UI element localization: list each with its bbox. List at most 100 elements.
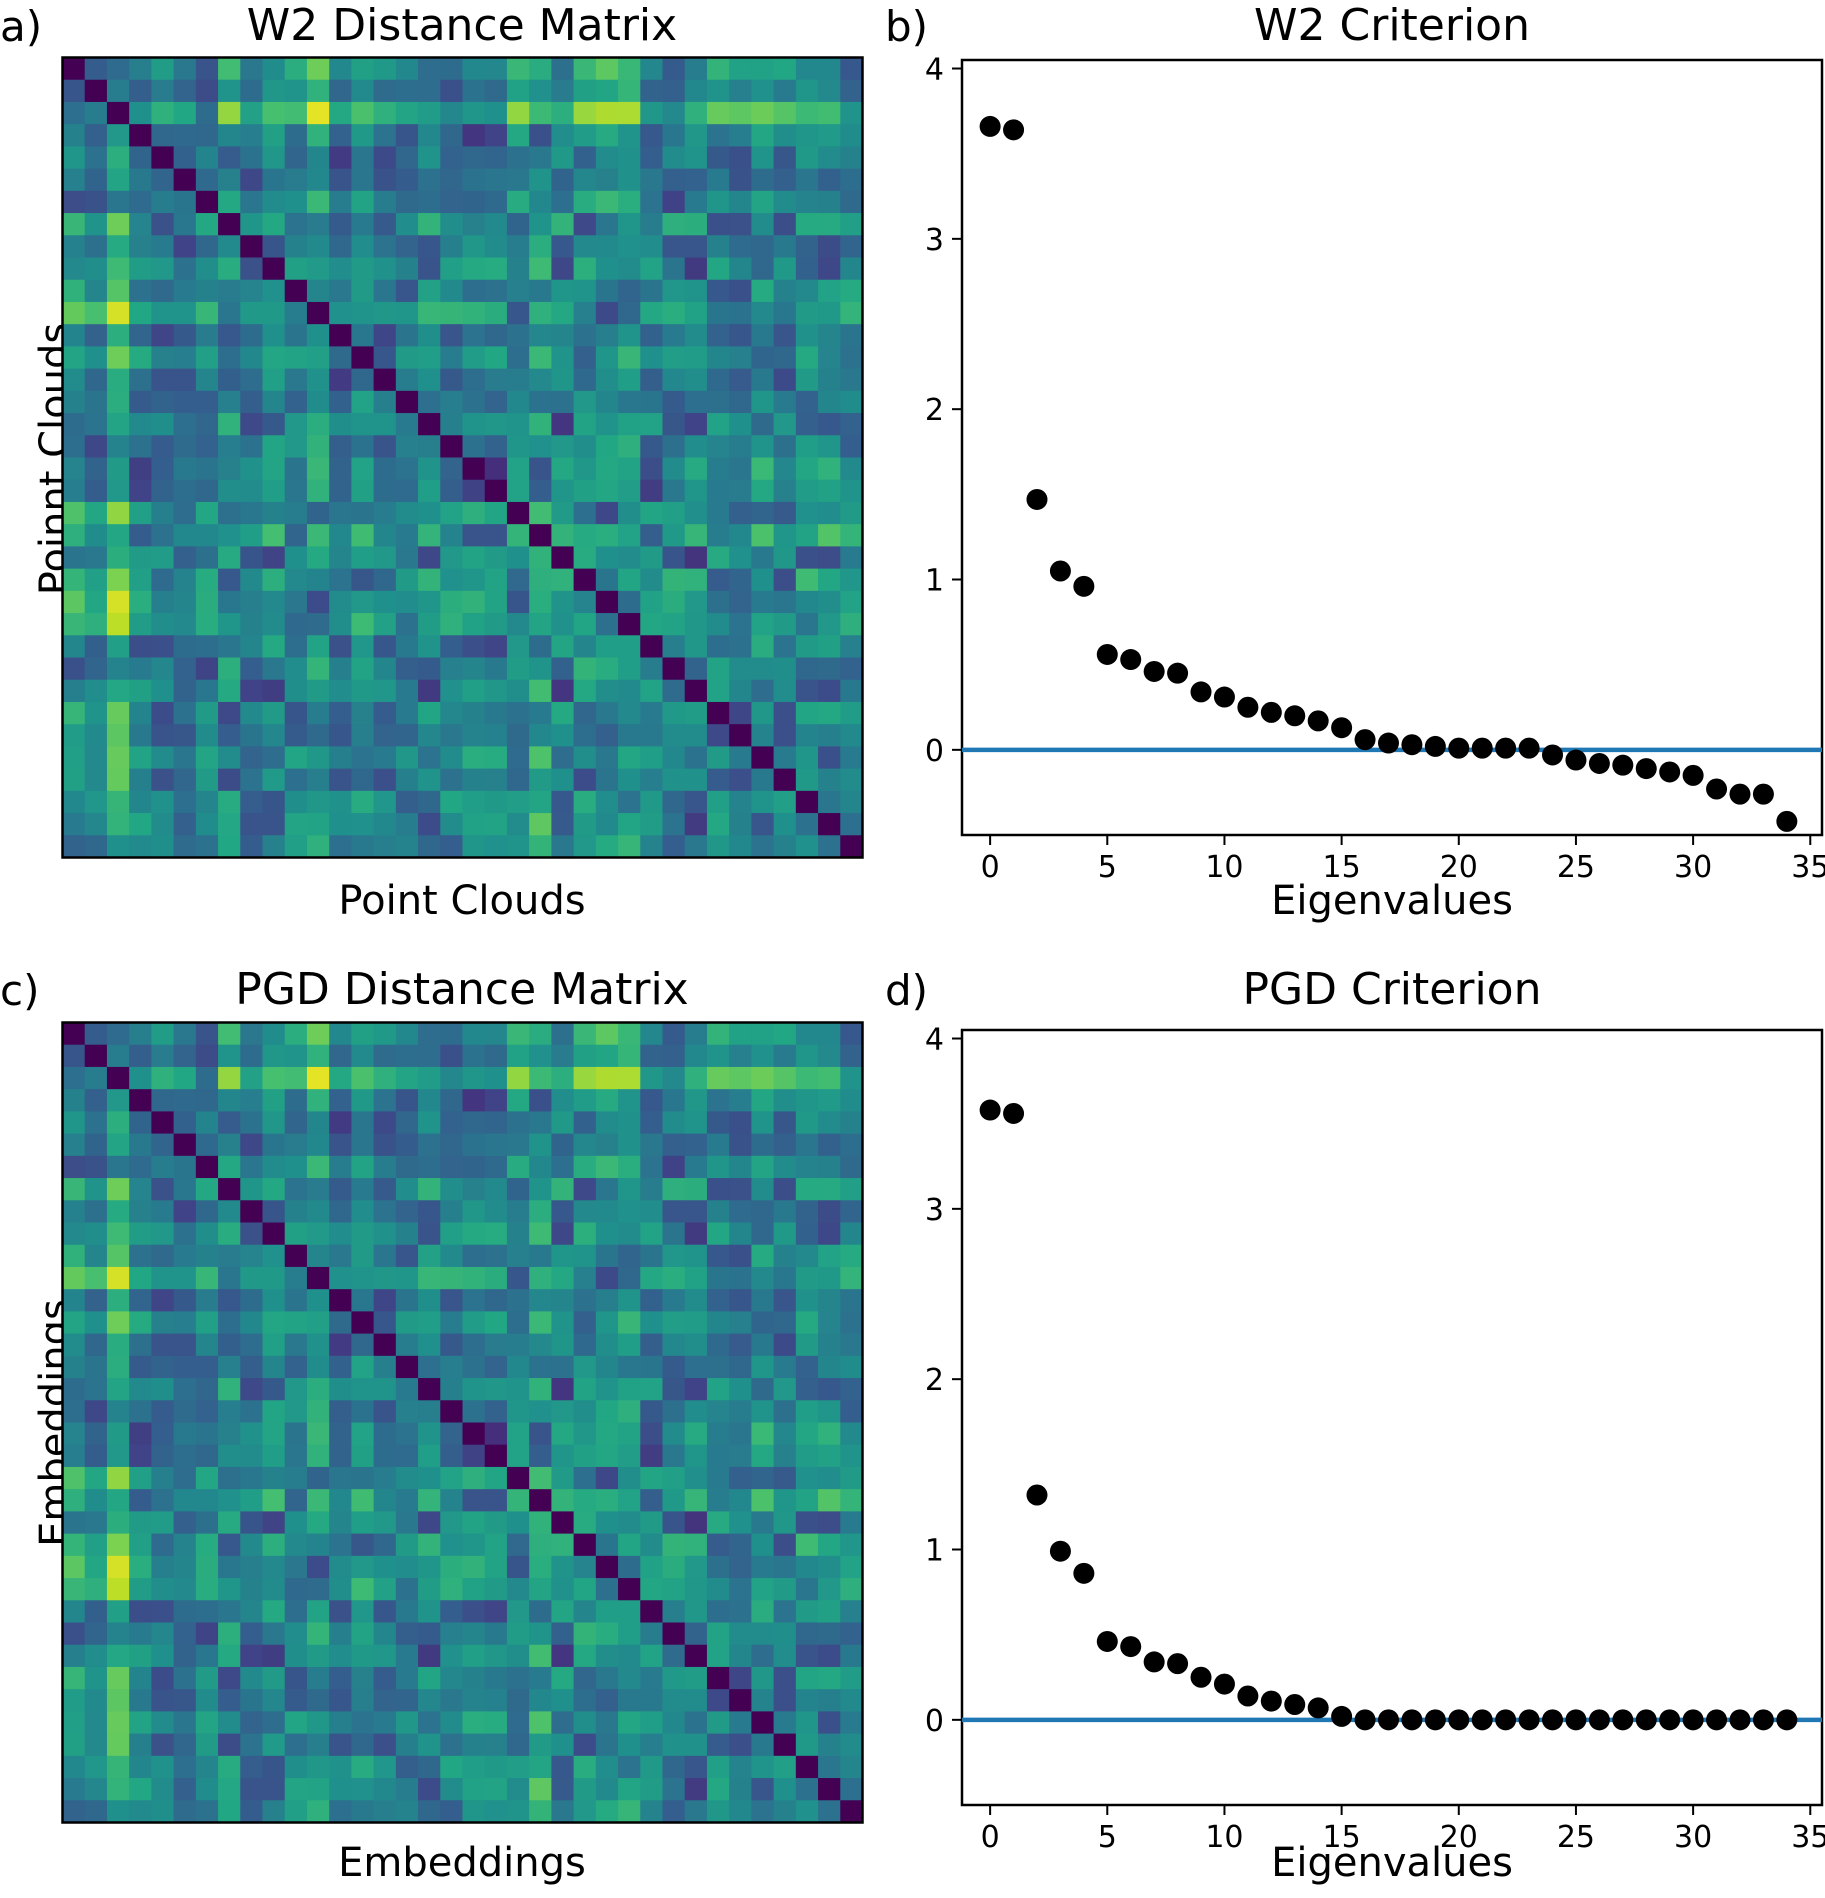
heatmap-cell [795,1378,819,1401]
heatmap-cell [195,1511,219,1535]
heatmap-cell [418,235,441,259]
heatmap-cell [773,724,797,747]
heatmap-cell [262,1600,286,1624]
heatmap-cell [62,1200,86,1224]
heatmap-cell [106,1422,130,1446]
heatmap-cell [129,1533,152,1557]
heatmap-cell [329,413,352,436]
heatmap-cell [729,1778,752,1801]
heatmap-cell [173,1133,197,1157]
heatmap-cell [373,57,397,81]
heatmap-cell [662,1355,686,1379]
heatmap-cell [462,568,486,592]
heatmap-cell [662,657,686,681]
heatmap-cell [484,1466,508,1490]
heatmap-cell [84,1289,108,1312]
heatmap-cell [173,1489,197,1512]
heatmap-cell [706,79,730,103]
heatmap-cell [262,168,286,192]
heatmap-cell [573,1289,597,1312]
heatmap-cell [506,546,530,570]
heatmap-cell [218,613,241,636]
heatmap-cell [795,1778,819,1801]
heatmap-cell [151,1066,175,1090]
heatmap-cell [751,1044,775,1068]
heatmap-cell [129,146,152,170]
heatmap-cell [706,657,730,681]
heatmap-cell [106,168,130,192]
heatmap-cell [351,1600,375,1624]
heatmap-cell [262,257,286,281]
heatmap-cell [706,1022,730,1046]
heatmap-cell [440,1489,464,1512]
heatmap-cell [195,1222,219,1246]
heatmap-cell [640,413,664,436]
heatmap-cell [462,324,486,347]
heatmap-cell [618,546,641,570]
heatmap-cell [551,190,575,214]
eigenvalue-point [1073,575,1095,597]
heatmap-cell [62,746,86,770]
heatmap-cell [573,257,597,281]
heatmap-cell [218,1266,241,1290]
heatmap-cell [173,1066,197,1090]
heatmap-cell [751,1666,775,1690]
heatmap-cell [173,524,197,547]
heatmap-cell [240,1044,264,1068]
heatmap-cell [306,1489,330,1512]
heatmap-cell [573,835,597,859]
heatmap-cell [262,101,286,125]
heatmap-cell [306,213,330,236]
heatmap-cell [795,701,819,725]
heatmap-cell [218,813,241,836]
heatmap-cell [729,1489,752,1512]
heatmap-cell [484,1289,508,1312]
heatmap-cell [618,101,641,125]
heatmap-cell [195,1800,219,1824]
heatmap-cell [640,101,664,125]
heatmap-cell [62,1600,86,1624]
heatmap-cell [218,279,241,303]
heatmap-cell [773,524,797,547]
heatmap-cell [151,124,175,147]
heatmap-cell [173,57,197,81]
heatmap-cell [106,1378,130,1401]
heatmap-cell [751,1466,775,1490]
heatmap-cell [395,1044,419,1068]
heatmap-cell [662,1578,686,1601]
panel-a-title: W2 Distance Matrix [246,0,678,51]
heatmap-cell [240,1600,264,1624]
heatmap-cell [84,1644,108,1668]
heatmap-cell [262,1778,286,1801]
heatmap-cell [840,1666,864,1690]
heatmap-cell [195,546,219,570]
heatmap-cell [84,1733,108,1757]
heatmap-cell [195,1666,219,1690]
heatmap-cell [662,546,686,570]
heatmap-cell [662,1178,686,1201]
heatmap-cell [395,524,419,547]
eigenvalue-point [1190,1666,1212,1688]
heatmap-cell [284,679,308,703]
heatmap-cell [595,1733,619,1757]
heatmap-cell [506,1311,530,1335]
heatmap-cell [84,1689,108,1712]
heatmap-cell [106,1266,130,1290]
heatmap-cell [306,1044,330,1068]
heatmap-cell [529,768,552,792]
heatmap-cell [618,790,641,814]
panel-d-title: PGD Criterion [1242,964,1542,1015]
heatmap-cell [773,124,797,147]
eigenvalue-point [1682,764,1704,786]
heatmap-cell [351,590,375,614]
heatmap-cell [240,368,264,392]
heatmap-cell [818,1778,841,1801]
heatmap-cell [506,168,530,192]
heatmap-cell [840,1755,864,1779]
heatmap-cell [840,168,864,192]
heatmap-cell [573,724,597,747]
heatmap-cell [684,613,708,636]
heatmap-cell [306,1689,330,1712]
heatmap-cell [640,1200,664,1224]
